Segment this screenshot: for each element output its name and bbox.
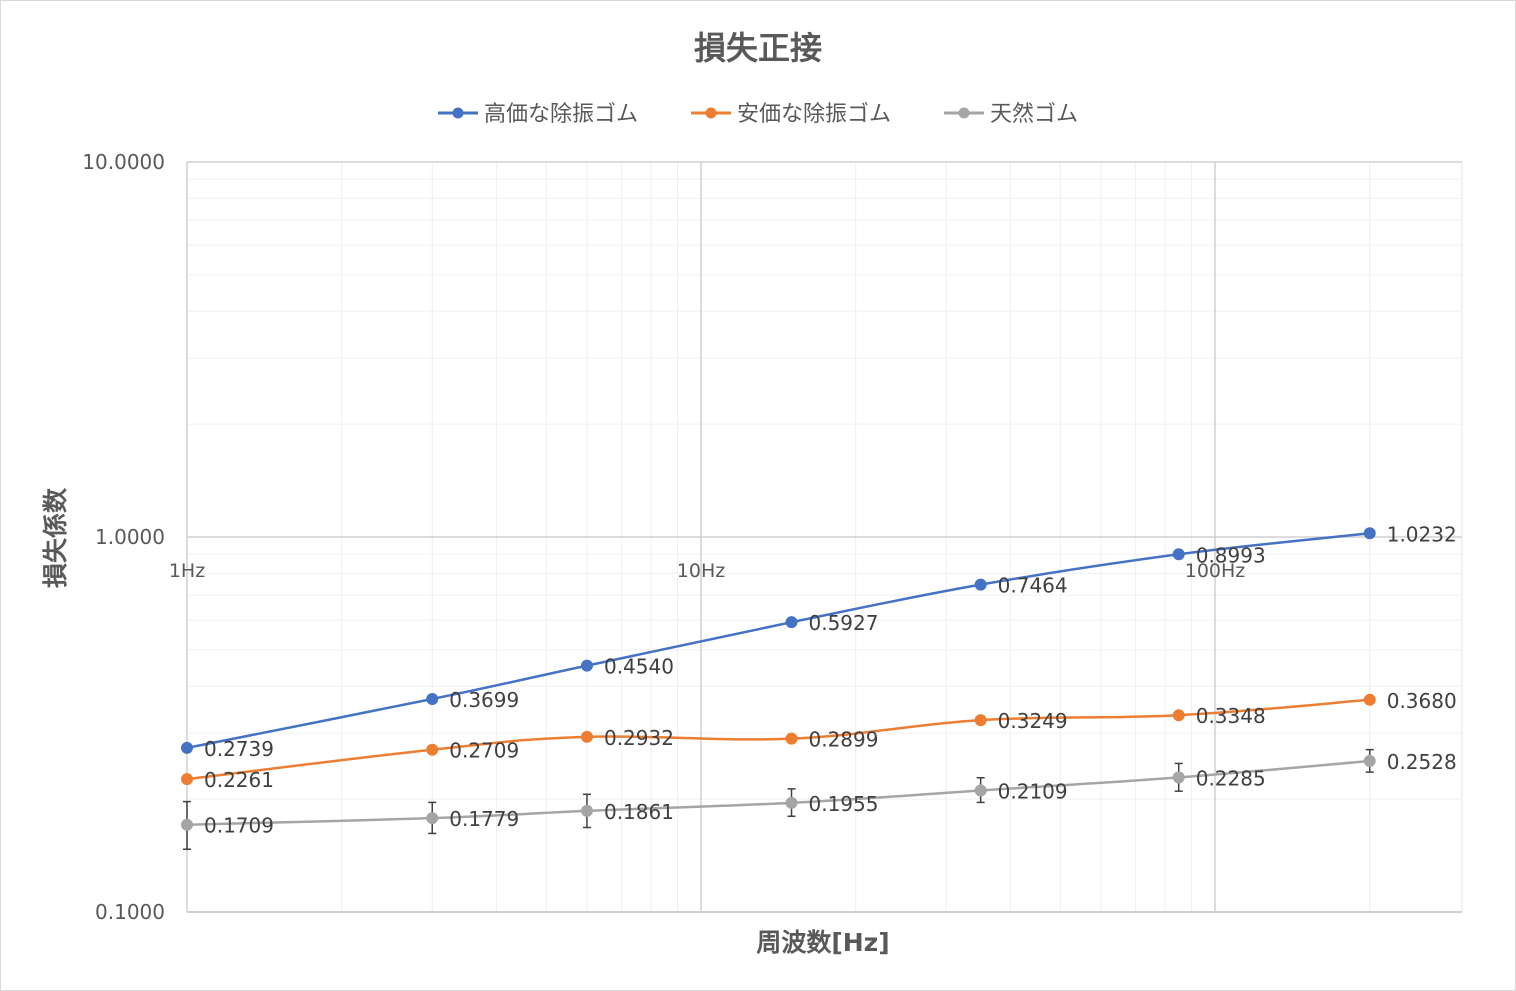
- x-tick-label: 1Hz: [169, 560, 205, 582]
- data-point: [974, 714, 987, 727]
- data-label: 0.1709: [204, 814, 274, 838]
- data-point: [1363, 527, 1376, 540]
- x-axis-title: 周波数[Hz]: [756, 928, 889, 957]
- data-point: [1172, 709, 1185, 722]
- data-label: 0.2899: [809, 728, 879, 752]
- legend-marker: [452, 107, 464, 119]
- data-label: 0.2932: [604, 726, 674, 750]
- data-point: [1363, 693, 1376, 706]
- data-label: 0.8993: [1196, 543, 1266, 567]
- data-point: [785, 616, 798, 629]
- data-label: 0.3680: [1387, 689, 1457, 713]
- grid: [186, 161, 1463, 913]
- data-label: 0.4540: [604, 655, 674, 679]
- data-label: 0.2528: [1387, 750, 1457, 774]
- data-point: [1172, 771, 1185, 784]
- data-point: [1172, 548, 1185, 561]
- data-point: [181, 741, 193, 754]
- data-label: 0.2739: [204, 737, 274, 761]
- data-label: 0.3699: [449, 688, 519, 712]
- data-label: 1.0232: [1387, 522, 1457, 546]
- data-label: 0.2709: [449, 739, 519, 763]
- legend: 高価な除振ゴム 安価な除振ゴム 天然ゴム: [438, 102, 1078, 127]
- data-point: [785, 796, 798, 809]
- data-label: 0.1861: [604, 800, 674, 824]
- data-point: [580, 659, 593, 672]
- data-label: 0.3249: [998, 709, 1068, 733]
- legend-marker: [705, 107, 717, 119]
- tick-labels: 10.0000 1.0000 0.1000 1Hz 10Hz 100Hz: [82, 150, 1245, 924]
- legend-label: 安価な除振ゴム: [737, 102, 891, 127]
- y-axis-title: 損失係数: [41, 487, 70, 588]
- y-tick-label: 10.0000: [82, 150, 165, 174]
- legend-label: 天然ゴム: [990, 102, 1078, 127]
- x-tick-label: 10Hz: [677, 560, 725, 582]
- data-point: [426, 812, 439, 825]
- x-tick-label: 100Hz: [1185, 560, 1246, 582]
- data-point: [426, 692, 439, 705]
- data-labels: 0.2739 0.3699 0.4540 0.5927 0.7464 0.8993 1.02…: [204, 522, 1457, 837]
- legend-label: 高価な除振ゴム: [484, 102, 638, 127]
- data-label: 0.2261: [204, 768, 274, 792]
- data-point: [181, 773, 193, 786]
- data-point: [426, 743, 439, 756]
- legend-marker: [958, 107, 970, 119]
- y-tick-label: 1.0000: [95, 525, 165, 549]
- data-label: 0.1779: [449, 807, 519, 831]
- data-label: 0.7464: [998, 574, 1068, 598]
- data-point: [785, 732, 798, 745]
- data-point: [181, 818, 193, 831]
- data-point: [1363, 754, 1376, 767]
- data-label: 0.2285: [1196, 766, 1266, 790]
- data-point: [580, 730, 593, 743]
- data-label: 0.1955: [809, 792, 879, 816]
- data-point: [974, 578, 987, 591]
- data-label: 0.2109: [998, 779, 1068, 803]
- data-point: [580, 804, 593, 817]
- y-tick-label: 0.1000: [95, 900, 165, 924]
- chart-title: 損失正接: [694, 29, 822, 67]
- data-label: 0.3348: [1196, 704, 1266, 728]
- data-point: [974, 784, 987, 797]
- data-label: 0.5927: [809, 611, 879, 635]
- plot-area: [181, 527, 1376, 851]
